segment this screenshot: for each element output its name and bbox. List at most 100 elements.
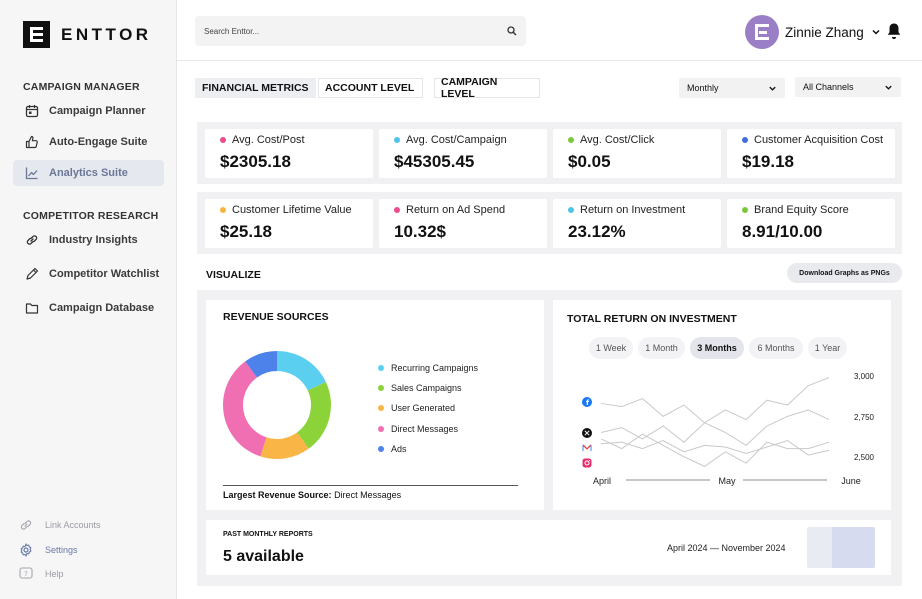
y-tick-label: 2,500 — [854, 453, 875, 462]
orange-dot — [220, 207, 226, 213]
revenue-sources-title: REVENUE SOURCES — [223, 311, 329, 323]
chevron-down-icon — [885, 85, 892, 90]
sidebar-item-industry-insights[interactable]: Industry Insights — [13, 227, 164, 253]
x-tick-label: May — [718, 476, 736, 486]
settings-button[interactable]: Settings — [19, 543, 78, 557]
channel-select[interactable]: All Channels — [795, 77, 901, 97]
metric-card-return-on-investment: Return on Investment 23.12% — [553, 199, 721, 248]
help-button[interactable]: ? Help — [19, 567, 64, 581]
app-logo[interactable]: ENTTOR — [23, 21, 152, 48]
revenue-donut-chart — [223, 351, 331, 459]
facebook-icon: f — [582, 397, 592, 407]
legend-dot — [378, 405, 384, 412]
report-thumbnail[interactable] — [807, 527, 875, 568]
series-line-instagram — [600, 440, 830, 456]
help-label: Help — [45, 569, 64, 579]
help-icon: ? — [19, 567, 33, 579]
donut-slice-sales-campaigns — [296, 382, 331, 449]
user-menu[interactable]: Zinnie Zhang — [745, 15, 881, 49]
metric-card-avg-cost-post: Avg. Cost/Post $2305.18 — [205, 129, 373, 178]
period-select-value: Monthly — [687, 83, 719, 93]
metric-card-customer-lifetime-value: Customer Lifetime Value $25.18 — [205, 199, 373, 248]
legend-label: Recurring Campaigns — [391, 363, 479, 374]
series-line-gmail — [600, 433, 830, 467]
bell-icon[interactable] — [886, 22, 902, 40]
range-6-months[interactable]: 6 Months — [749, 337, 803, 359]
sidebar-item-label: Auto-Engage Suite — [49, 136, 148, 148]
tab-financial-metrics[interactable]: FINANCIAL METRICS — [195, 78, 316, 98]
chart-line-icon — [25, 167, 38, 180]
revenue-divider — [223, 485, 518, 486]
sidebar-item-campaign-planner[interactable]: Campaign Planner — [13, 98, 164, 124]
past-reports-label: PAST MONTHLY REPORTS — [223, 531, 313, 538]
legend-dot — [378, 445, 384, 452]
metric-card-customer-acquisition-cost: Customer Acquisition Cost $19.18 — [727, 129, 895, 178]
metric-value: 8.91/10.00 — [742, 222, 823, 241]
period-select[interactable]: Monthly — [679, 78, 785, 98]
pen-icon — [26, 267, 39, 280]
metric-label: Return on Ad Spend — [406, 204, 506, 216]
pink-dot — [220, 137, 226, 143]
range-1-month[interactable]: 1 Month — [638, 337, 685, 359]
cyan-dot — [568, 207, 574, 213]
section-title-competitor-research: COMPETITOR RESEARCH — [23, 210, 159, 222]
legend-item: Recurring Campaigns — [378, 358, 478, 378]
metric-value: $0.05 — [568, 152, 611, 171]
gear-icon — [20, 543, 32, 557]
x-icon — [582, 428, 592, 438]
search-bar[interactable] — [195, 16, 526, 46]
metric-card-brand-equity-score: Brand Equity Score 8.91/10.00 — [727, 199, 895, 248]
chevron-down-icon[interactable] — [871, 27, 881, 37]
blue-dot — [742, 137, 748, 143]
metric-label: Customer Acquisition Cost — [754, 134, 883, 146]
range-1-week[interactable]: 1 Week — [589, 337, 633, 359]
sidebar-item-auto-engage[interactable]: Auto-Engage Suite — [13, 129, 164, 155]
avatar — [745, 15, 779, 49]
download-graphs-button[interactable]: Download Graphs as PNGs — [787, 263, 902, 283]
search-input[interactable] — [204, 26, 507, 36]
search-icon[interactable] — [507, 26, 517, 36]
metrics-panel-row-1: Avg. Cost/Post $2305.18 Avg. Cost/Campai… — [197, 122, 902, 184]
metric-value: $25.18 — [220, 222, 272, 241]
donut-slice-ads — [245, 351, 277, 378]
legend-dot — [378, 365, 384, 372]
tab-account-level[interactable]: ACCOUNT LEVEL — [318, 78, 423, 98]
chevron-down-icon — [769, 86, 776, 91]
sidebar: ENTTOR CAMPAIGN MANAGER Campaign Planner… — [0, 0, 177, 599]
tab-campaign-level[interactable]: CAMPAIGN LEVEL — [434, 76, 540, 100]
metric-value: $2305.18 — [220, 152, 291, 171]
sidebar-item-label: Campaign Database — [49, 302, 155, 314]
metric-card-avg-cost-click: Avg. Cost/Click $0.05 — [553, 129, 721, 178]
instagram-icon — [582, 458, 592, 468]
cyan-dot — [394, 137, 400, 143]
revenue-legend: Recurring Campaigns Sales Campaigns User… — [378, 358, 478, 459]
visualize-title: VISUALIZE — [206, 269, 261, 281]
sidebar-item-label: Campaign Planner — [49, 105, 146, 117]
link-accounts-button[interactable]: Link Accounts — [19, 518, 101, 532]
sidebar-item-campaign-database[interactable]: Campaign Database — [13, 295, 164, 321]
range-1-year[interactable]: 1 Year — [808, 337, 847, 359]
x-tick-label: April — [593, 476, 611, 486]
sidebar-item-competitor-watchlist[interactable]: Competitor Watchlist — [13, 261, 164, 287]
legend-item: User Generated — [378, 398, 478, 418]
series-line-facebook — [600, 377, 830, 424]
largest-revenue-value: Direct Messages — [334, 490, 402, 500]
past-reports-card[interactable] — [206, 520, 891, 575]
metric-label: Customer Lifetime Value — [232, 204, 352, 216]
legend-dot — [378, 425, 384, 432]
sidebar-item-analytics-suite[interactable]: Analytics Suite — [13, 160, 164, 186]
range-3-months[interactable]: 3 Months — [690, 337, 744, 359]
green-dot — [568, 137, 574, 143]
metrics-panel-row-2: Customer Lifetime Value $25.18 Return on… — [197, 192, 902, 254]
settings-label: Settings — [45, 545, 78, 555]
past-reports-count: 5 available — [223, 548, 304, 565]
svg-text:f: f — [586, 399, 590, 407]
metric-card-avg-cost-campaign: Avg. Cost/Campaign $45305.45 — [379, 129, 547, 178]
metric-label: Avg. Cost/Post — [232, 134, 305, 146]
header-divider — [177, 60, 922, 61]
metric-label: Avg. Cost/Click — [580, 134, 655, 146]
link-icon — [26, 235, 38, 245]
thumbs-up-icon — [25, 135, 38, 149]
y-tick-label: 3,000 — [854, 372, 875, 381]
legend-label: Ads — [391, 443, 407, 454]
